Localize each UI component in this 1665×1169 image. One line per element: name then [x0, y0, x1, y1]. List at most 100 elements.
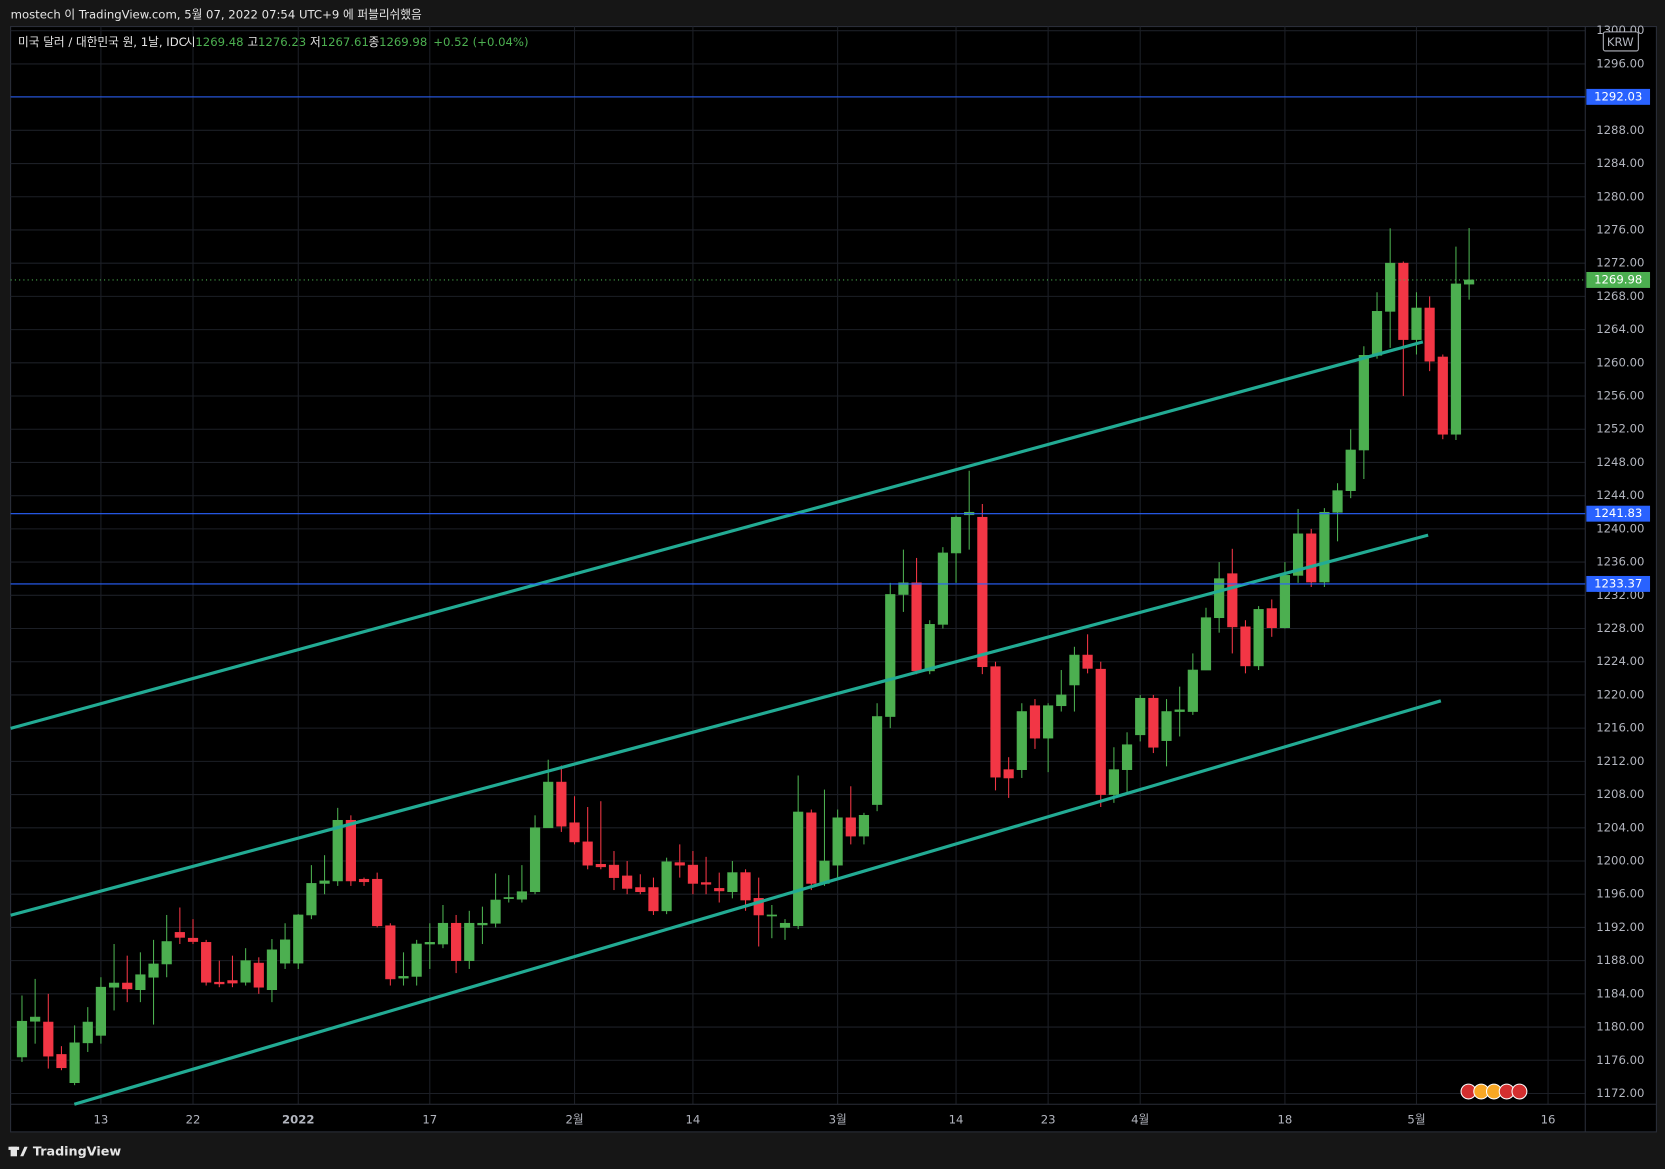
y-tick-label: 1216.00: [1596, 721, 1644, 735]
candle-body: [437, 922, 449, 945]
price-badge-label: 1233.37: [1594, 576, 1642, 590]
candle-body: [793, 811, 804, 927]
y-tick-label: 1288.00: [1596, 123, 1644, 137]
price-badge-label: 1292.03: [1594, 89, 1642, 103]
candle-body: [661, 861, 672, 912]
candle-body: [1200, 617, 1212, 671]
candle-body: [30, 1016, 41, 1022]
candle-body: [950, 516, 962, 554]
candle-body: [240, 960, 251, 983]
candle-body: [1214, 578, 1225, 619]
y-tick-label: 1212.00: [1596, 754, 1644, 768]
candle-body: [1464, 279, 1475, 285]
y-tick-label: 1280.00: [1596, 189, 1644, 203]
candle-body: [1095, 668, 1106, 795]
logo-mark: [10, 1146, 17, 1157]
candle-body: [411, 943, 422, 977]
candle-body: [1121, 744, 1133, 770]
symbol-title: 미국 달러 / 대한민국 원, 1날, IDC: [18, 35, 187, 49]
candle-body: [622, 875, 633, 889]
event-icons: [1460, 1083, 1528, 1100]
currency-box: [1602, 31, 1639, 52]
candle-body: [858, 815, 870, 837]
y-tick-label: 1192.00: [1596, 920, 1644, 934]
change-value: +0.52 (+0.04%): [433, 35, 528, 49]
candle-body: [201, 942, 212, 983]
y-tick-label: 1224.00: [1596, 654, 1644, 668]
candle-body: [819, 860, 830, 884]
candle-body: [845, 817, 856, 837]
trend-line: [10, 340, 1424, 730]
candle-body: [1253, 609, 1264, 667]
logo-mark: [20, 1146, 28, 1157]
candle-body: [582, 841, 593, 866]
candle-body: [253, 962, 264, 988]
candle-body: [1003, 769, 1014, 779]
publish-note: mostech 이 TradingView.com, 5월 07, 2022 0…: [11, 7, 422, 21]
y-tick-label: 1180.00: [1596, 1020, 1644, 1034]
candle-body: [569, 822, 580, 843]
candle-body: [135, 974, 146, 991]
candle-body: [1371, 311, 1383, 356]
candle-body: [1292, 533, 1304, 576]
footer-brand: TradingView: [33, 1145, 121, 1160]
x-tick-label: 13: [93, 1113, 108, 1127]
high-label: 고: [247, 35, 258, 49]
candle-body: [806, 812, 817, 884]
y-tick-label: 1220.00: [1596, 687, 1644, 701]
candle-body: [727, 872, 738, 893]
candle-body: [464, 922, 475, 961]
candle-body: [543, 781, 554, 829]
candle-body: [266, 949, 278, 991]
y-tick-label: 1208.00: [1596, 787, 1644, 801]
candle-body: [740, 872, 751, 901]
candle-body: [187, 937, 199, 942]
candle-body: [1187, 669, 1198, 712]
candle-body: [490, 899, 501, 924]
trend-lines: [10, 340, 1442, 1106]
candle-body: [885, 594, 896, 717]
y-tick-label: 1264.00: [1596, 322, 1644, 336]
y-tick-label: 1248.00: [1596, 455, 1644, 469]
y-tick-label: 1296.00: [1596, 56, 1644, 70]
candle-body: [503, 897, 514, 899]
close-label: 종: [368, 35, 379, 49]
candle-body: [779, 922, 791, 928]
candle-body: [674, 862, 685, 866]
last-price-label: 1269.98: [1594, 272, 1642, 286]
y-tick-label: 1268.00: [1596, 289, 1644, 303]
candle-body: [345, 819, 356, 882]
candle-body: [1108, 769, 1119, 795]
price-badge-label: 1241.83: [1594, 506, 1642, 520]
y-tick-label: 1176.00: [1596, 1053, 1644, 1067]
candle-body: [1043, 705, 1054, 739]
candle-body: [174, 932, 185, 938]
candle-body: [516, 891, 527, 900]
x-tick-label: 14: [949, 1113, 964, 1127]
x-tick-label: 2월: [565, 1113, 583, 1127]
candle-body: [648, 887, 659, 912]
candle-body: [1069, 654, 1080, 686]
low-value: 1267.61: [321, 35, 369, 49]
price-badge: [1586, 575, 1651, 592]
y-tick-label: 1196.00: [1596, 887, 1644, 901]
x-tick-label: 4월: [1131, 1113, 1149, 1127]
candle-body: [1174, 709, 1185, 712]
candle-body: [898, 582, 909, 595]
candle-body: [872, 716, 883, 805]
x-tick-label: 5월: [1407, 1113, 1425, 1127]
y-tick-label: 1284.00: [1596, 156, 1644, 170]
candle-body: [1398, 262, 1409, 340]
candle-body: [608, 864, 620, 878]
candle-body: [451, 922, 462, 961]
candle-body: [714, 888, 725, 892]
logo-mark: [8, 1146, 20, 1150]
candle-body: [635, 887, 646, 893]
overlay: 1172.00 1176.00 1180.00 1184.00 1188.00 1192.…: [10, 23, 1651, 1127]
open-value: 1269.48: [195, 35, 243, 49]
candle-body: [990, 666, 1001, 778]
trend-line: [73, 699, 1442, 1106]
x-tick-label: 22: [186, 1113, 201, 1127]
y-tick-label: 1184.00: [1596, 986, 1644, 1000]
